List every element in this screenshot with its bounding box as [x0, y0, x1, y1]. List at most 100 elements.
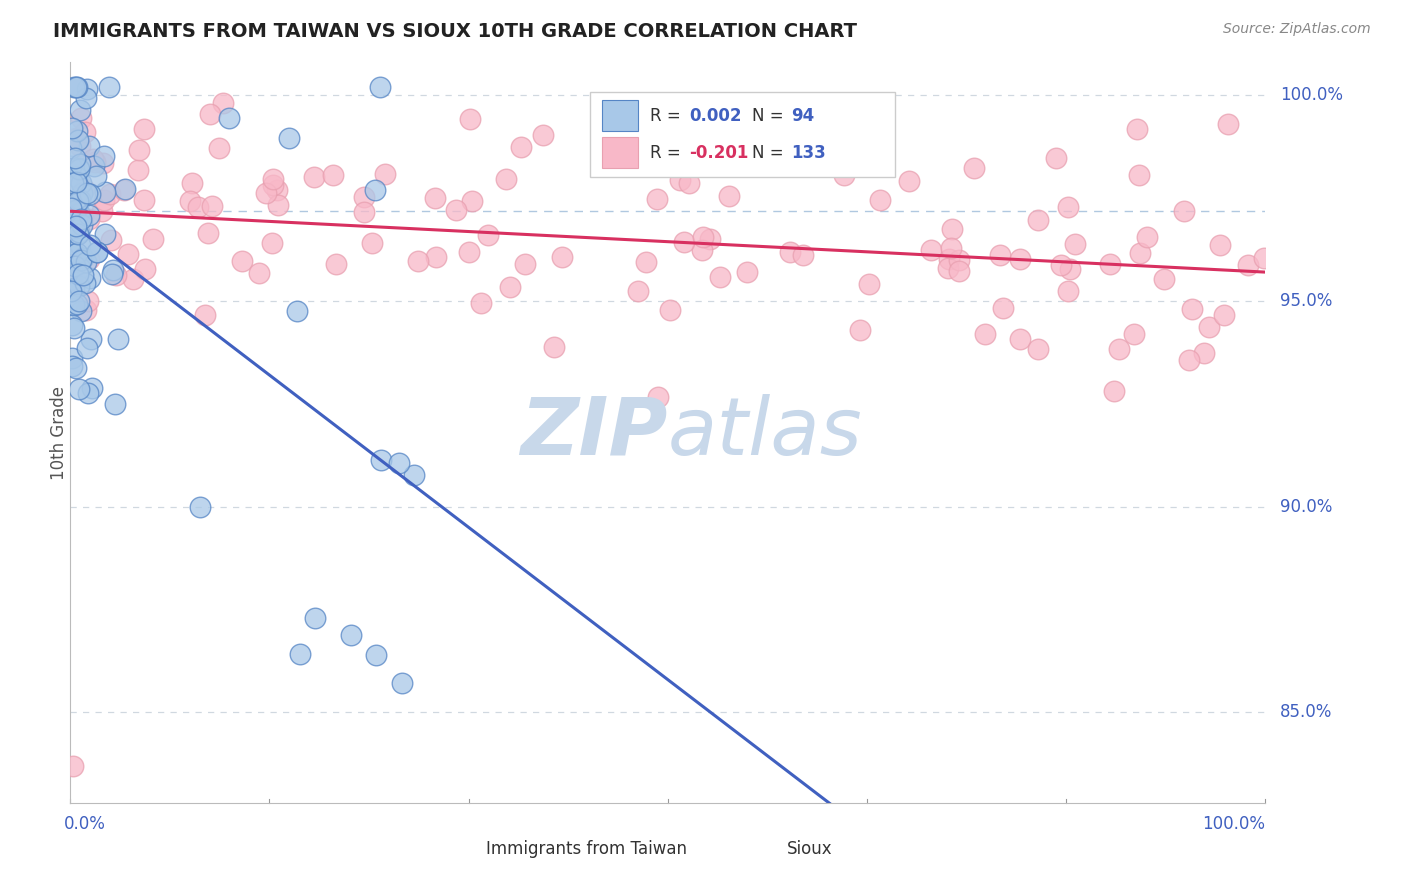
Point — [103, 262, 125, 277]
Point — [83, 160, 105, 174]
Point — [66, 267, 89, 281]
Point — [792, 248, 814, 262]
Point — [79, 187, 101, 202]
Point — [200, 107, 222, 121]
Point — [65, 131, 87, 145]
Point — [65, 274, 87, 288]
Text: ZIP: ZIP — [520, 393, 668, 472]
Point — [340, 628, 363, 642]
Point — [510, 140, 533, 154]
Point — [132, 122, 155, 136]
Point — [77, 252, 100, 266]
Point — [63, 321, 86, 335]
Text: 85.0%: 85.0% — [1279, 703, 1331, 722]
Point — [1102, 384, 1125, 399]
Point — [70, 303, 93, 318]
Point — [1063, 236, 1085, 251]
Point — [254, 186, 277, 200]
Point — [77, 208, 100, 222]
Point — [63, 259, 86, 273]
FancyBboxPatch shape — [602, 100, 638, 131]
Point — [1056, 284, 1078, 298]
Text: Immigrants from Taiwan: Immigrants from Taiwan — [486, 839, 688, 858]
Point — [63, 298, 86, 312]
Point — [60, 359, 83, 373]
Point — [672, 235, 695, 249]
Point — [122, 271, 145, 285]
Point — [211, 95, 233, 110]
Point — [262, 171, 284, 186]
Point — [247, 266, 270, 280]
Point — [425, 250, 447, 264]
Point — [62, 80, 84, 95]
Point — [218, 111, 240, 125]
Point — [364, 183, 387, 197]
Point — [65, 175, 87, 189]
Text: 94: 94 — [792, 107, 814, 125]
Text: 100.0%: 100.0% — [1202, 815, 1265, 833]
Point — [86, 245, 108, 260]
Text: R =: R = — [650, 107, 686, 125]
Point — [406, 253, 429, 268]
Point — [1010, 252, 1032, 266]
Point — [948, 252, 970, 267]
Point — [869, 194, 891, 208]
FancyBboxPatch shape — [602, 137, 638, 169]
Point — [94, 227, 117, 241]
FancyBboxPatch shape — [591, 92, 896, 178]
Text: 90.0%: 90.0% — [1279, 498, 1331, 516]
Point — [1123, 326, 1146, 341]
Point — [690, 243, 713, 257]
Point — [101, 267, 124, 281]
Point — [477, 228, 499, 243]
Point — [1026, 213, 1049, 227]
Text: N =: N = — [751, 107, 789, 125]
Point — [60, 141, 83, 155]
Point — [60, 201, 83, 215]
Point — [531, 128, 554, 142]
Point — [67, 382, 90, 396]
Point — [67, 225, 90, 239]
Point — [70, 176, 93, 190]
Point — [65, 219, 87, 233]
Point — [62, 281, 84, 295]
Point — [1129, 246, 1152, 260]
Point — [86, 244, 108, 259]
Point — [1010, 332, 1032, 346]
Point — [1045, 151, 1067, 165]
Point — [197, 227, 219, 241]
Point — [69, 157, 91, 171]
Point — [470, 296, 492, 310]
Point — [66, 296, 89, 310]
Point — [69, 139, 91, 153]
Point — [98, 186, 121, 201]
Point — [77, 211, 100, 226]
Point — [735, 264, 758, 278]
Text: 133: 133 — [792, 144, 825, 161]
Point — [963, 161, 986, 175]
Point — [858, 277, 880, 291]
Point — [66, 132, 89, 146]
Point — [920, 243, 942, 257]
Point — [302, 170, 325, 185]
Point — [669, 173, 692, 187]
Point — [974, 326, 997, 341]
Point — [991, 301, 1014, 316]
Point — [76, 341, 98, 355]
Point — [60, 202, 83, 216]
Point — [60, 237, 83, 252]
Point — [90, 204, 112, 219]
Point — [423, 191, 446, 205]
Point — [66, 124, 89, 138]
Point — [72, 211, 94, 226]
Point — [1108, 342, 1130, 356]
Text: atlas: atlas — [668, 393, 863, 472]
Point — [458, 112, 481, 127]
FancyBboxPatch shape — [450, 838, 477, 860]
Y-axis label: 10th Grade: 10th Grade — [51, 385, 67, 480]
Point — [93, 185, 115, 199]
Point — [69, 103, 91, 117]
Point — [898, 174, 921, 188]
Point — [69, 193, 91, 207]
Point — [551, 251, 574, 265]
